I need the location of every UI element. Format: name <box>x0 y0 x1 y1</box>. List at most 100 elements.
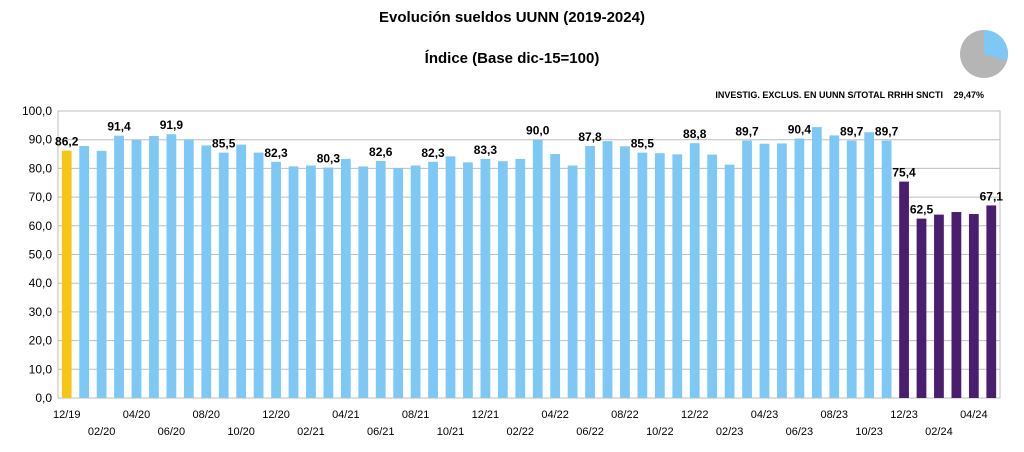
data-label: 82,6 <box>369 145 393 159</box>
bar <box>61 150 72 398</box>
x-tick-label: 10/20 <box>227 426 255 438</box>
data-label: 85,5 <box>631 137 655 151</box>
x-tick-label: 08/22 <box>611 409 639 421</box>
x-tick-label: 08/21 <box>402 409 430 421</box>
data-label: 91,9 <box>160 118 184 132</box>
bar <box>689 143 700 398</box>
bar <box>532 139 543 398</box>
bar <box>340 158 351 398</box>
bar <box>410 165 421 398</box>
x-tick-label: 12/19 <box>53 409 81 421</box>
bar <box>497 161 508 398</box>
annotation-label: INVESTIG. EXCLUS. EN UUNN S/TOTAL RRHH S… <box>715 90 943 100</box>
x-tick-label: 04/20 <box>123 409 151 421</box>
bar <box>637 152 648 398</box>
data-label: 91,4 <box>107 120 131 134</box>
bar <box>881 140 892 398</box>
data-label: 90,0 <box>526 124 550 138</box>
y-tick-label: 80,0 <box>29 161 53 175</box>
bar <box>183 139 194 398</box>
x-tick-label: 04/24 <box>960 409 988 421</box>
y-tick-label: 90,0 <box>29 133 53 147</box>
bar <box>218 152 229 398</box>
pie-indicator <box>960 30 1008 78</box>
x-tick-label: 04/22 <box>541 409 569 421</box>
x-tick-label: 02/24 <box>925 426 953 438</box>
bar <box>463 162 473 398</box>
plot-area-border <box>57 110 1001 399</box>
bar <box>428 161 438 398</box>
x-tick-label: 06/20 <box>158 426 186 438</box>
bar <box>96 150 107 398</box>
y-tick-label: 20,0 <box>29 334 53 348</box>
x-tick-label: 06/22 <box>576 426 604 438</box>
bar <box>131 139 142 398</box>
data-label: 82,3 <box>264 146 288 160</box>
bar <box>794 138 805 398</box>
x-tick-label: 10/21 <box>437 426 465 438</box>
bar <box>986 205 997 398</box>
annotation-value: 29,47% <box>953 90 984 100</box>
bar <box>236 144 247 398</box>
bar <box>968 214 979 398</box>
x-tick-label: 08/20 <box>193 409 221 421</box>
bar <box>654 153 665 398</box>
bar <box>271 161 281 398</box>
data-label: 82,3 <box>421 146 445 160</box>
bar <box>79 146 90 398</box>
bar <box>306 165 316 398</box>
bar <box>445 156 456 398</box>
data-label: 85,5 <box>212 137 236 151</box>
x-tick-label: 12/20 <box>262 409 290 421</box>
bar <box>672 154 683 398</box>
data-label: 90,4 <box>788 123 812 137</box>
bar <box>567 165 578 398</box>
y-tick-label: 10,0 <box>29 362 53 376</box>
bar <box>724 164 735 398</box>
bar <box>515 158 526 398</box>
data-label: 89,7 <box>735 125 759 139</box>
x-tick-label: 08/23 <box>821 409 849 421</box>
data-label: 67,1 <box>980 189 1004 203</box>
bar <box>480 158 491 398</box>
bar <box>201 145 212 398</box>
bar <box>375 160 386 398</box>
pie-slice <box>984 30 1008 61</box>
y-tick-label: 50,0 <box>29 248 53 262</box>
bar <box>550 154 561 398</box>
bar <box>358 166 369 398</box>
x-tick-label: 06/23 <box>786 426 814 438</box>
bar <box>777 143 787 398</box>
x-tick-label: 02/21 <box>297 426 325 438</box>
bar <box>707 154 718 398</box>
bar <box>846 140 857 398</box>
x-tick-label: 02/23 <box>716 426 744 438</box>
y-tick-label: 100,0 <box>22 104 52 118</box>
x-tick-label: 02/22 <box>507 426 535 438</box>
y-tick-label: 30,0 <box>29 305 53 319</box>
bar <box>811 127 822 399</box>
bar <box>916 218 927 398</box>
x-tick-label: 12/23 <box>890 409 918 421</box>
bar <box>602 141 613 398</box>
data-label: 89,7 <box>840 125 864 139</box>
data-label: 86,2 <box>55 135 79 149</box>
data-label: 62,5 <box>910 203 934 217</box>
chart-subtitle: Índice (Base dic-15=100) <box>424 50 600 67</box>
bar <box>934 214 944 398</box>
bar <box>393 168 404 398</box>
x-tick-label: 04/21 <box>332 409 360 421</box>
x-tick-label: 12/21 <box>472 409 500 421</box>
bar <box>166 134 177 398</box>
bar <box>759 143 770 398</box>
data-label: 80,3 <box>317 152 341 166</box>
bar <box>899 181 909 398</box>
x-tick-label: 10/23 <box>855 426 883 438</box>
data-label: 75,4 <box>892 166 916 180</box>
x-tick-label: 02/20 <box>88 426 116 438</box>
bar <box>149 135 159 398</box>
bar <box>288 166 299 398</box>
x-tick-label: 06/21 <box>367 426 395 438</box>
data-label: 89,7 <box>875 125 899 139</box>
